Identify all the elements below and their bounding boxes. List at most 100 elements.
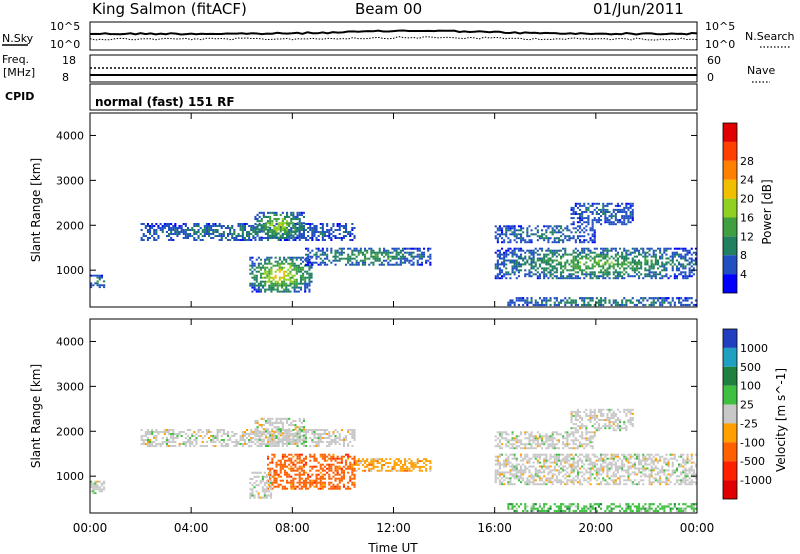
echo-cell [507,237,510,240]
echo-cell [657,263,660,266]
echo-cell [602,299,605,302]
echo-cell [509,239,512,242]
echo-cell [385,249,388,252]
echo-cell [286,222,289,225]
echo-cell [298,234,301,237]
echo-cell [399,460,402,462]
echo-cell [614,253,617,256]
echo-cell [187,237,190,239]
echo-cell [688,273,691,276]
echo-cell [593,235,596,238]
echo-cell [389,255,392,258]
echo-cell [684,467,687,470]
echo-cell [260,438,263,441]
echo-cell [517,479,520,482]
echo-cell [572,465,575,468]
echo-cell [279,228,282,231]
echo-cell [366,460,369,462]
echo-cell [277,440,280,443]
echo-cell [279,479,282,482]
echo-cell [262,230,265,233]
echo-cell [296,440,299,443]
echo-cell [494,473,497,476]
echo-cell [686,475,689,478]
echo-cell [625,301,628,304]
echo-cell [90,490,93,493]
echo-cell [694,247,697,250]
echo-cell [273,477,276,480]
echo-cell [627,265,630,268]
echo-cell [259,282,262,285]
echo-cell [517,265,520,268]
echo-cell [286,228,289,231]
echo-cell [650,469,653,472]
echo-cell [191,227,194,229]
echo-cell [305,437,308,439]
echo-cell [395,458,398,461]
echo-cell [298,430,301,433]
echo-cell [292,224,295,227]
echo-cell [608,223,611,226]
echo-cell [269,442,272,445]
echo-cell [501,241,504,244]
echo-cell [619,247,622,250]
echo-cell [279,434,282,437]
echo-cell [509,473,512,476]
echo-cell [606,475,609,478]
echo-cell [541,483,544,486]
echo-cell [659,469,662,472]
echo-cell [254,432,257,435]
echo-cell [600,211,603,213]
echo-cell [579,215,582,218]
echo-cell [526,233,529,236]
echo-cell [220,429,223,431]
echo-cell [591,277,594,280]
echo-cell [589,275,592,278]
echo-cell [513,469,516,472]
echo-cell [557,469,560,472]
echo-cell [355,249,358,252]
echo-cell [370,467,373,470]
echo-cell [227,443,230,445]
echo-cell [555,269,558,272]
echo-cell [686,455,689,458]
echo-cell [305,229,308,231]
echo-cell [342,251,345,254]
echo-cell [270,266,273,269]
echo-cell [652,463,655,466]
echo-cell [289,280,292,283]
echo-cell [250,445,253,447]
echo-cell [638,453,641,456]
echo-cell [551,455,554,458]
echo-cell [299,262,302,265]
beam-title: Beam 00 [355,0,422,18]
echo-cell [300,469,303,472]
echo-cell [184,443,187,445]
echo-cell [308,290,311,293]
echo-cell [526,259,529,262]
echo-cell [547,247,550,250]
echo-cell [349,263,352,266]
echo-cell [374,253,377,256]
echo-cell [511,465,514,468]
echo-cell [614,479,617,482]
echo-cell [315,475,318,478]
echo-cell [323,257,326,260]
echo-cell [293,268,296,271]
echo-cell [629,473,632,476]
echo-cell [496,459,499,462]
echo-cell [300,461,303,464]
echo-cell [151,441,154,443]
echo-cell [526,249,529,252]
echo-cell [270,480,273,483]
echo-cell [281,453,284,456]
echo-cell [321,253,324,256]
echo-cell [351,429,354,431]
echo-cell [555,225,558,228]
echo-cell [260,236,263,239]
echo-cell [233,233,236,235]
echo-cell [397,464,400,466]
echo-cell [193,223,196,225]
echo-cell [197,431,200,433]
echo-cell [513,233,516,236]
